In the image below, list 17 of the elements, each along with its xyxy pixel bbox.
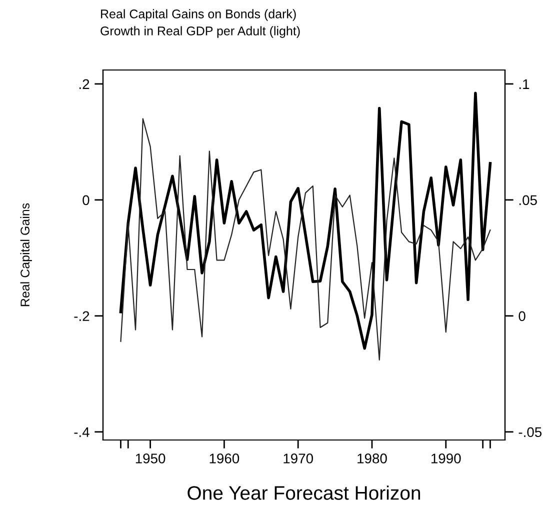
y-tick-label: -.4 [74, 427, 90, 437]
x-tick-label: 1980 [358, 454, 387, 464]
y2-tick-label: .05 [519, 195, 537, 206]
chart-title: Real Capital Gains on Bonds (dark) [101, 9, 296, 21]
x-axis-title: One Year Forecast Horizon [188, 486, 420, 500]
y-tick-label: 0 [82, 195, 90, 206]
x-tick-label: 1970 [284, 454, 313, 464]
y-tick-label: -.2 [74, 311, 90, 321]
y-axis-title: Real Capital Gains [20, 203, 32, 306]
y-tick-label: .2 [79, 79, 90, 89]
x-tick-label: 1960 [210, 454, 240, 464]
x-tick-label: 1950 [136, 454, 166, 464]
y2-tick-label: 0 [518, 311, 526, 322]
y2-tick-label: .1 [519, 79, 530, 89]
chart-subtitle: Growth in Real GDP per Adult (light) [100, 26, 300, 38]
x-tick-label: 1990 [431, 454, 461, 464]
y2-tick-label: -.05 [518, 427, 542, 438]
